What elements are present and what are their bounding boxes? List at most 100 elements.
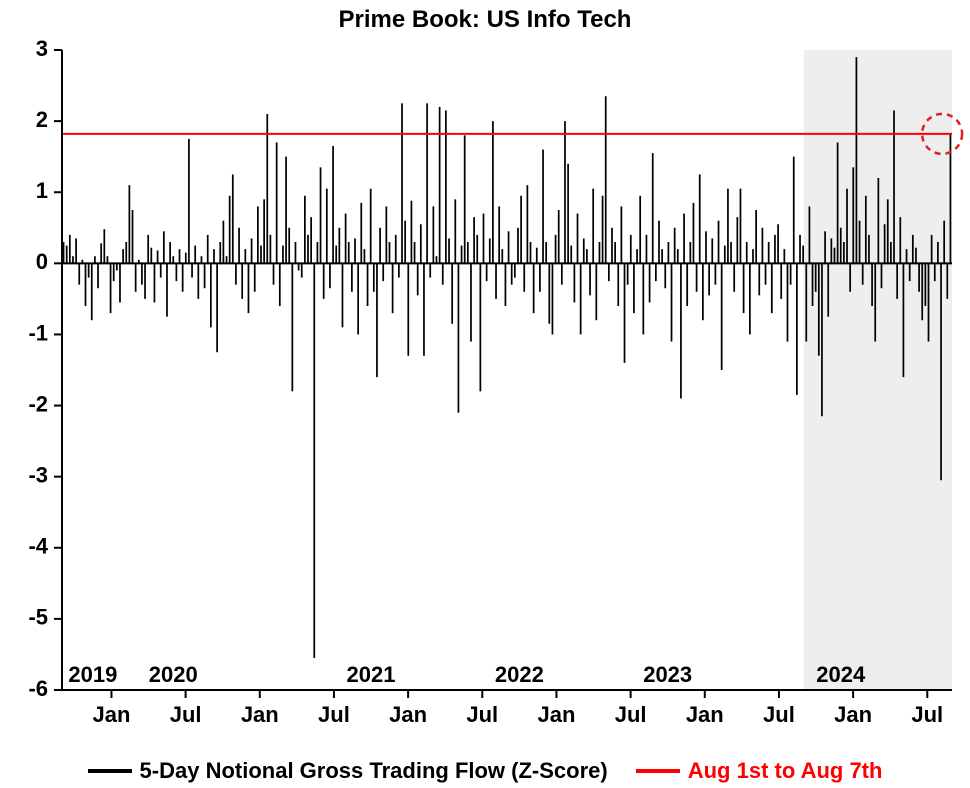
bar — [467, 242, 469, 263]
x-tick-label: Jul — [615, 702, 647, 727]
x-tick-label: Jan — [389, 702, 427, 727]
bar — [661, 249, 663, 263]
legend-item-series: 5-Day Notional Gross Trading Flow (Z-Sco… — [88, 758, 608, 784]
bar — [172, 256, 174, 263]
bar — [97, 263, 99, 288]
x-tick-label: Jan — [537, 702, 575, 727]
bar — [928, 263, 930, 341]
bar — [630, 235, 632, 263]
bar — [448, 238, 450, 263]
bar — [307, 235, 309, 263]
x-tick-label: Jul — [170, 702, 202, 727]
bar — [583, 238, 585, 263]
bar — [329, 263, 331, 288]
bar — [78, 263, 80, 284]
bar — [150, 248, 152, 264]
bar — [323, 263, 325, 299]
bar — [357, 263, 359, 334]
bar — [454, 199, 456, 263]
bar — [570, 246, 572, 264]
bar — [746, 242, 748, 263]
bar — [818, 263, 820, 355]
bar — [862, 263, 864, 284]
bar — [668, 242, 670, 263]
bar — [213, 249, 215, 263]
bar — [796, 263, 798, 395]
bar — [458, 263, 460, 412]
bar — [718, 221, 720, 264]
bar — [636, 249, 638, 263]
bar — [887, 199, 889, 263]
bar — [520, 196, 522, 264]
bar — [577, 214, 579, 264]
bar — [837, 142, 839, 263]
bar — [251, 238, 253, 263]
bar — [492, 121, 494, 263]
bar — [624, 263, 626, 363]
bar — [345, 214, 347, 264]
bar — [439, 107, 441, 263]
x-tick-label: Jan — [834, 702, 872, 727]
bar — [429, 263, 431, 277]
bar — [326, 189, 328, 264]
bar — [702, 263, 704, 320]
bar — [451, 263, 453, 323]
bar — [724, 246, 726, 264]
y-tick-label: -6 — [28, 676, 48, 701]
bar — [147, 235, 149, 263]
y-tick-label: 0 — [36, 249, 48, 274]
bar — [426, 103, 428, 263]
bar — [432, 206, 434, 263]
bar — [483, 214, 485, 264]
bar — [72, 256, 74, 263]
legend-label-refline: Aug 1st to Aug 7th — [688, 758, 883, 784]
bar — [574, 263, 576, 302]
year-label: 2023 — [643, 662, 692, 687]
bar — [141, 263, 143, 284]
bar — [348, 242, 350, 263]
bar — [342, 263, 344, 327]
bar — [107, 256, 109, 263]
bar — [100, 243, 102, 263]
bar — [176, 263, 178, 281]
bar — [235, 263, 237, 284]
bar — [567, 164, 569, 264]
bar — [846, 189, 848, 264]
bar — [595, 263, 597, 320]
bar — [508, 231, 510, 263]
bar — [765, 263, 767, 284]
bar — [436, 256, 438, 263]
bar — [270, 235, 272, 263]
bar — [937, 242, 939, 263]
bar — [160, 263, 162, 277]
bar — [207, 235, 209, 263]
bar — [335, 246, 337, 264]
bar — [696, 263, 698, 291]
y-tick-label: -4 — [28, 534, 48, 559]
bar — [896, 263, 898, 299]
y-tick-label: 1 — [36, 178, 48, 203]
bar — [122, 249, 124, 263]
bar — [608, 263, 610, 281]
bar — [843, 242, 845, 263]
legend: 5-Day Notional Gross Trading Flow (Z-Sco… — [0, 758, 970, 784]
bar — [840, 228, 842, 264]
bar — [874, 263, 876, 341]
bar — [166, 263, 168, 316]
bar — [379, 228, 381, 264]
bar — [558, 210, 560, 263]
bar — [260, 246, 262, 264]
bar — [859, 221, 861, 264]
bar — [592, 189, 594, 264]
bar — [899, 217, 901, 263]
bar — [943, 221, 945, 264]
x-tick-label: Jan — [241, 702, 279, 727]
bar — [730, 242, 732, 263]
bar — [226, 256, 228, 263]
bar — [219, 242, 221, 263]
bar — [317, 242, 319, 263]
bar — [480, 263, 482, 391]
y-tick-label: 3 — [36, 36, 48, 61]
bar — [461, 246, 463, 264]
bar — [498, 206, 500, 263]
